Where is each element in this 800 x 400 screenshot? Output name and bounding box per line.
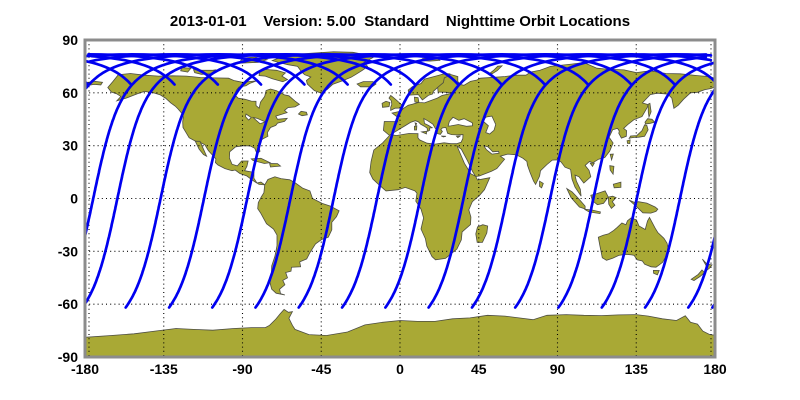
land-baffin-island bbox=[258, 68, 289, 83]
land-antarctica bbox=[85, 308, 715, 357]
y-tick-label-0: 0 bbox=[70, 191, 78, 207]
land-madagascar bbox=[475, 224, 489, 243]
x-tick-label--135: -135 bbox=[150, 361, 178, 377]
land-banks-island bbox=[180, 67, 192, 73]
sea-caspian-sea bbox=[482, 115, 497, 135]
land-sri-lanka bbox=[539, 180, 544, 189]
x-tick-label--90: -90 bbox=[232, 361, 252, 377]
sea-persian-gulf bbox=[482, 145, 500, 155]
y-axis-labels: 90 60 30 0 -30 -60 -90 bbox=[58, 32, 78, 365]
land-sicily bbox=[420, 130, 428, 135]
land-cyprus bbox=[455, 135, 461, 139]
land-sulawesi bbox=[607, 195, 617, 210]
sea-black-sea bbox=[447, 116, 474, 127]
grid-layer bbox=[85, 40, 715, 357]
land-novaya-zemlya bbox=[489, 65, 504, 75]
land-japan-kyushu bbox=[626, 139, 631, 145]
x-tick-label-135: 135 bbox=[625, 361, 649, 377]
orbit-track-15 bbox=[85, 53, 715, 309]
orbit-track-14 bbox=[85, 53, 715, 309]
y-tick-label--60: -60 bbox=[58, 296, 78, 312]
land-ireland bbox=[381, 100, 391, 108]
plot-title: 2013-01-01 Version: 5.00 Standard Nightt… bbox=[169, 13, 631, 30]
land-crete bbox=[441, 135, 447, 138]
x-tick-label-90: 90 bbox=[550, 361, 566, 377]
orbit-track-7 bbox=[340, 53, 677, 309]
y-tick-label-60: 60 bbox=[62, 85, 78, 101]
land-newfoundland bbox=[297, 110, 308, 117]
y-tick-label-90: 90 bbox=[62, 32, 78, 48]
sea-great-lakes-west bbox=[245, 113, 252, 121]
x-tick-label-45: 45 bbox=[471, 361, 487, 377]
orbit-track-5 bbox=[254, 53, 590, 309]
land-sumatra bbox=[565, 187, 586, 210]
land-hainan bbox=[589, 162, 595, 168]
land-baja-california bbox=[194, 140, 208, 158]
land-taiwan bbox=[609, 153, 614, 162]
y-tick-label-30: 30 bbox=[62, 138, 78, 154]
land-australia bbox=[597, 216, 669, 268]
plot-frame bbox=[83, 38, 717, 359]
y-tick-label--90: -90 bbox=[58, 349, 78, 365]
land-sardinia bbox=[413, 125, 418, 131]
land-japan-hokkaido bbox=[644, 118, 656, 125]
land-scandinavia bbox=[407, 73, 451, 101]
land-north-america bbox=[107, 73, 301, 186]
x-tick-label--45: -45 bbox=[311, 361, 331, 377]
orbit-track-13 bbox=[88, 53, 715, 309]
land-hispaniola bbox=[269, 163, 282, 168]
land-philippines-mindanao bbox=[612, 181, 622, 189]
x-tick-label-180: 180 bbox=[703, 361, 727, 377]
land-sakhalin bbox=[647, 102, 652, 119]
orbit-track-6 bbox=[297, 53, 633, 309]
orbit-tracks-layer bbox=[85, 53, 715, 309]
land-afro-eurasia bbox=[369, 62, 715, 261]
land-corsica bbox=[414, 122, 418, 127]
land-south-america bbox=[257, 176, 340, 296]
x-tick-label--180: -180 bbox=[71, 361, 99, 377]
land-japan-honshu bbox=[628, 124, 649, 140]
x-axis-labels: -180 -135 -90 -45 0 45 90 135 180 bbox=[71, 361, 727, 377]
orbit-track-4 bbox=[210, 53, 547, 309]
land-tasmania bbox=[652, 269, 660, 276]
land-philippines-luzon bbox=[609, 165, 615, 176]
orbit-track-9 bbox=[85, 53, 713, 309]
x-tick-label-0: 0 bbox=[396, 361, 404, 377]
y-tick-label--30: -30 bbox=[58, 243, 78, 259]
